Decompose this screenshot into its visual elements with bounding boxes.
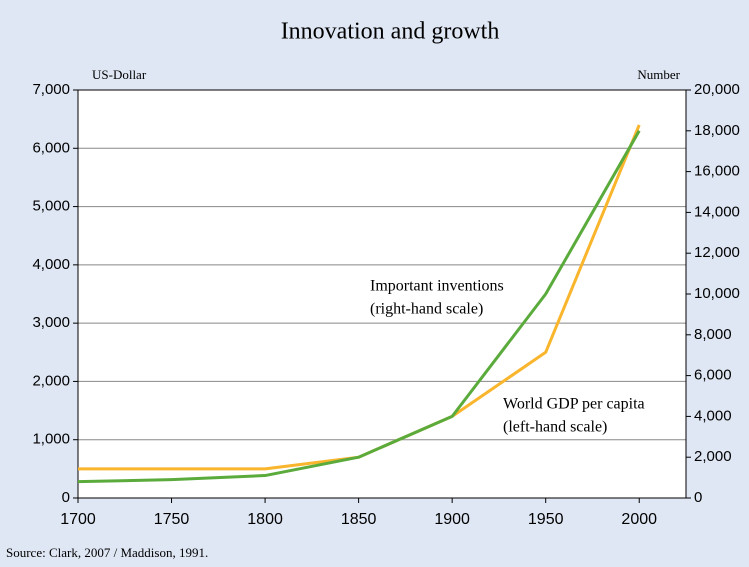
y2-tick-label: 2,000 [694,448,732,465]
x-tick-label: 1850 [341,511,377,528]
y-tick-label: 1,000 [32,431,70,448]
y2-tick-label: 4,000 [694,407,732,424]
source: Source: Clark, 2007 / Maddison, 1991. [6,545,208,560]
x-tick-label: 1950 [528,511,564,528]
x-tick-label: 1700 [60,511,96,528]
y2-axis-label: Number [637,67,680,82]
annotation: (right-hand scale) [370,301,483,318]
y2-tick-label: 14,000 [694,203,740,220]
y2-tick-label: 10,000 [694,285,740,302]
plot-area [78,90,686,498]
x-tick-label: 2000 [621,511,657,528]
y2-tick-label: 12,000 [694,244,740,261]
y2-tick-label: 18,000 [694,122,740,139]
plot-border [77,89,687,499]
y-tick-label: 3,000 [32,314,70,331]
y-tick-label: 6,000 [32,139,70,156]
annotation: (left-hand scale) [503,419,607,436]
y-tick-label: 0 [62,489,70,506]
y-tick-label: 7,000 [32,81,70,98]
y-tick-label: 4,000 [32,256,70,273]
x-tick-label: 1800 [247,511,283,528]
y2-tick-label: 6,000 [694,367,732,384]
y2-tick-label: 8,000 [694,326,732,343]
x-tick-label: 1750 [154,511,190,528]
y-tick-label: 5,000 [32,198,70,215]
x-tick-label: 1900 [434,511,470,528]
y2-tick-label: 0 [694,489,702,506]
y-axis-label: US-Dollar [92,67,147,82]
y2-tick-label: 16,000 [694,163,740,180]
annotation: World GDP per capita [503,396,645,413]
y2-tick-label: 20,000 [694,81,740,98]
y-tick-label: 2,000 [32,372,70,389]
series-line [77,130,641,484]
chart-title: Innovation and growth [281,19,500,45]
annotation: Important inventions [370,278,504,295]
